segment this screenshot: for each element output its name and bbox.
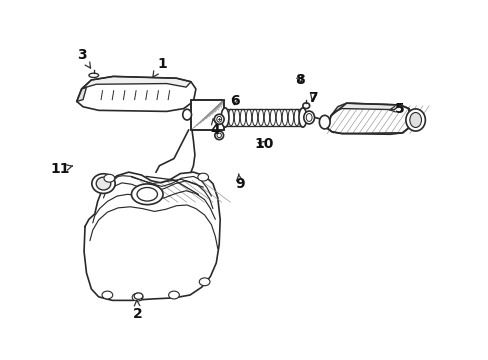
- Polygon shape: [326, 103, 411, 134]
- Text: 1: 1: [153, 57, 166, 77]
- Ellipse shape: [298, 108, 306, 127]
- Text: 9: 9: [234, 174, 244, 190]
- Ellipse shape: [319, 115, 329, 129]
- Bar: [191, 100, 224, 130]
- Circle shape: [134, 293, 142, 299]
- Circle shape: [132, 293, 142, 301]
- Bar: [191, 100, 224, 130]
- Ellipse shape: [409, 112, 421, 127]
- Ellipse shape: [137, 188, 157, 201]
- Ellipse shape: [214, 131, 223, 140]
- Ellipse shape: [302, 103, 309, 109]
- Ellipse shape: [96, 177, 111, 190]
- Text: 5: 5: [388, 102, 404, 116]
- Ellipse shape: [214, 114, 224, 124]
- Ellipse shape: [405, 109, 425, 131]
- Text: 10: 10: [254, 137, 273, 151]
- Ellipse shape: [131, 184, 163, 204]
- Circle shape: [198, 173, 208, 181]
- Ellipse shape: [305, 113, 311, 121]
- Text: 11: 11: [50, 162, 72, 176]
- Polygon shape: [330, 103, 399, 116]
- Text: 6: 6: [229, 94, 239, 108]
- Ellipse shape: [216, 116, 221, 122]
- Ellipse shape: [92, 174, 115, 193]
- Polygon shape: [81, 76, 191, 89]
- Text: 8: 8: [295, 73, 305, 87]
- Text: 3: 3: [77, 48, 90, 68]
- Polygon shape: [77, 76, 196, 111]
- Ellipse shape: [303, 111, 314, 124]
- Ellipse shape: [89, 73, 99, 77]
- Ellipse shape: [217, 133, 221, 138]
- Text: 7: 7: [307, 91, 317, 105]
- Circle shape: [102, 291, 113, 299]
- Polygon shape: [77, 87, 86, 102]
- Text: 2: 2: [132, 300, 142, 321]
- Circle shape: [168, 291, 179, 299]
- Polygon shape: [84, 172, 220, 300]
- Circle shape: [104, 174, 115, 182]
- Ellipse shape: [183, 109, 191, 120]
- Ellipse shape: [221, 108, 228, 127]
- Text: 4: 4: [210, 119, 220, 137]
- Circle shape: [199, 278, 209, 286]
